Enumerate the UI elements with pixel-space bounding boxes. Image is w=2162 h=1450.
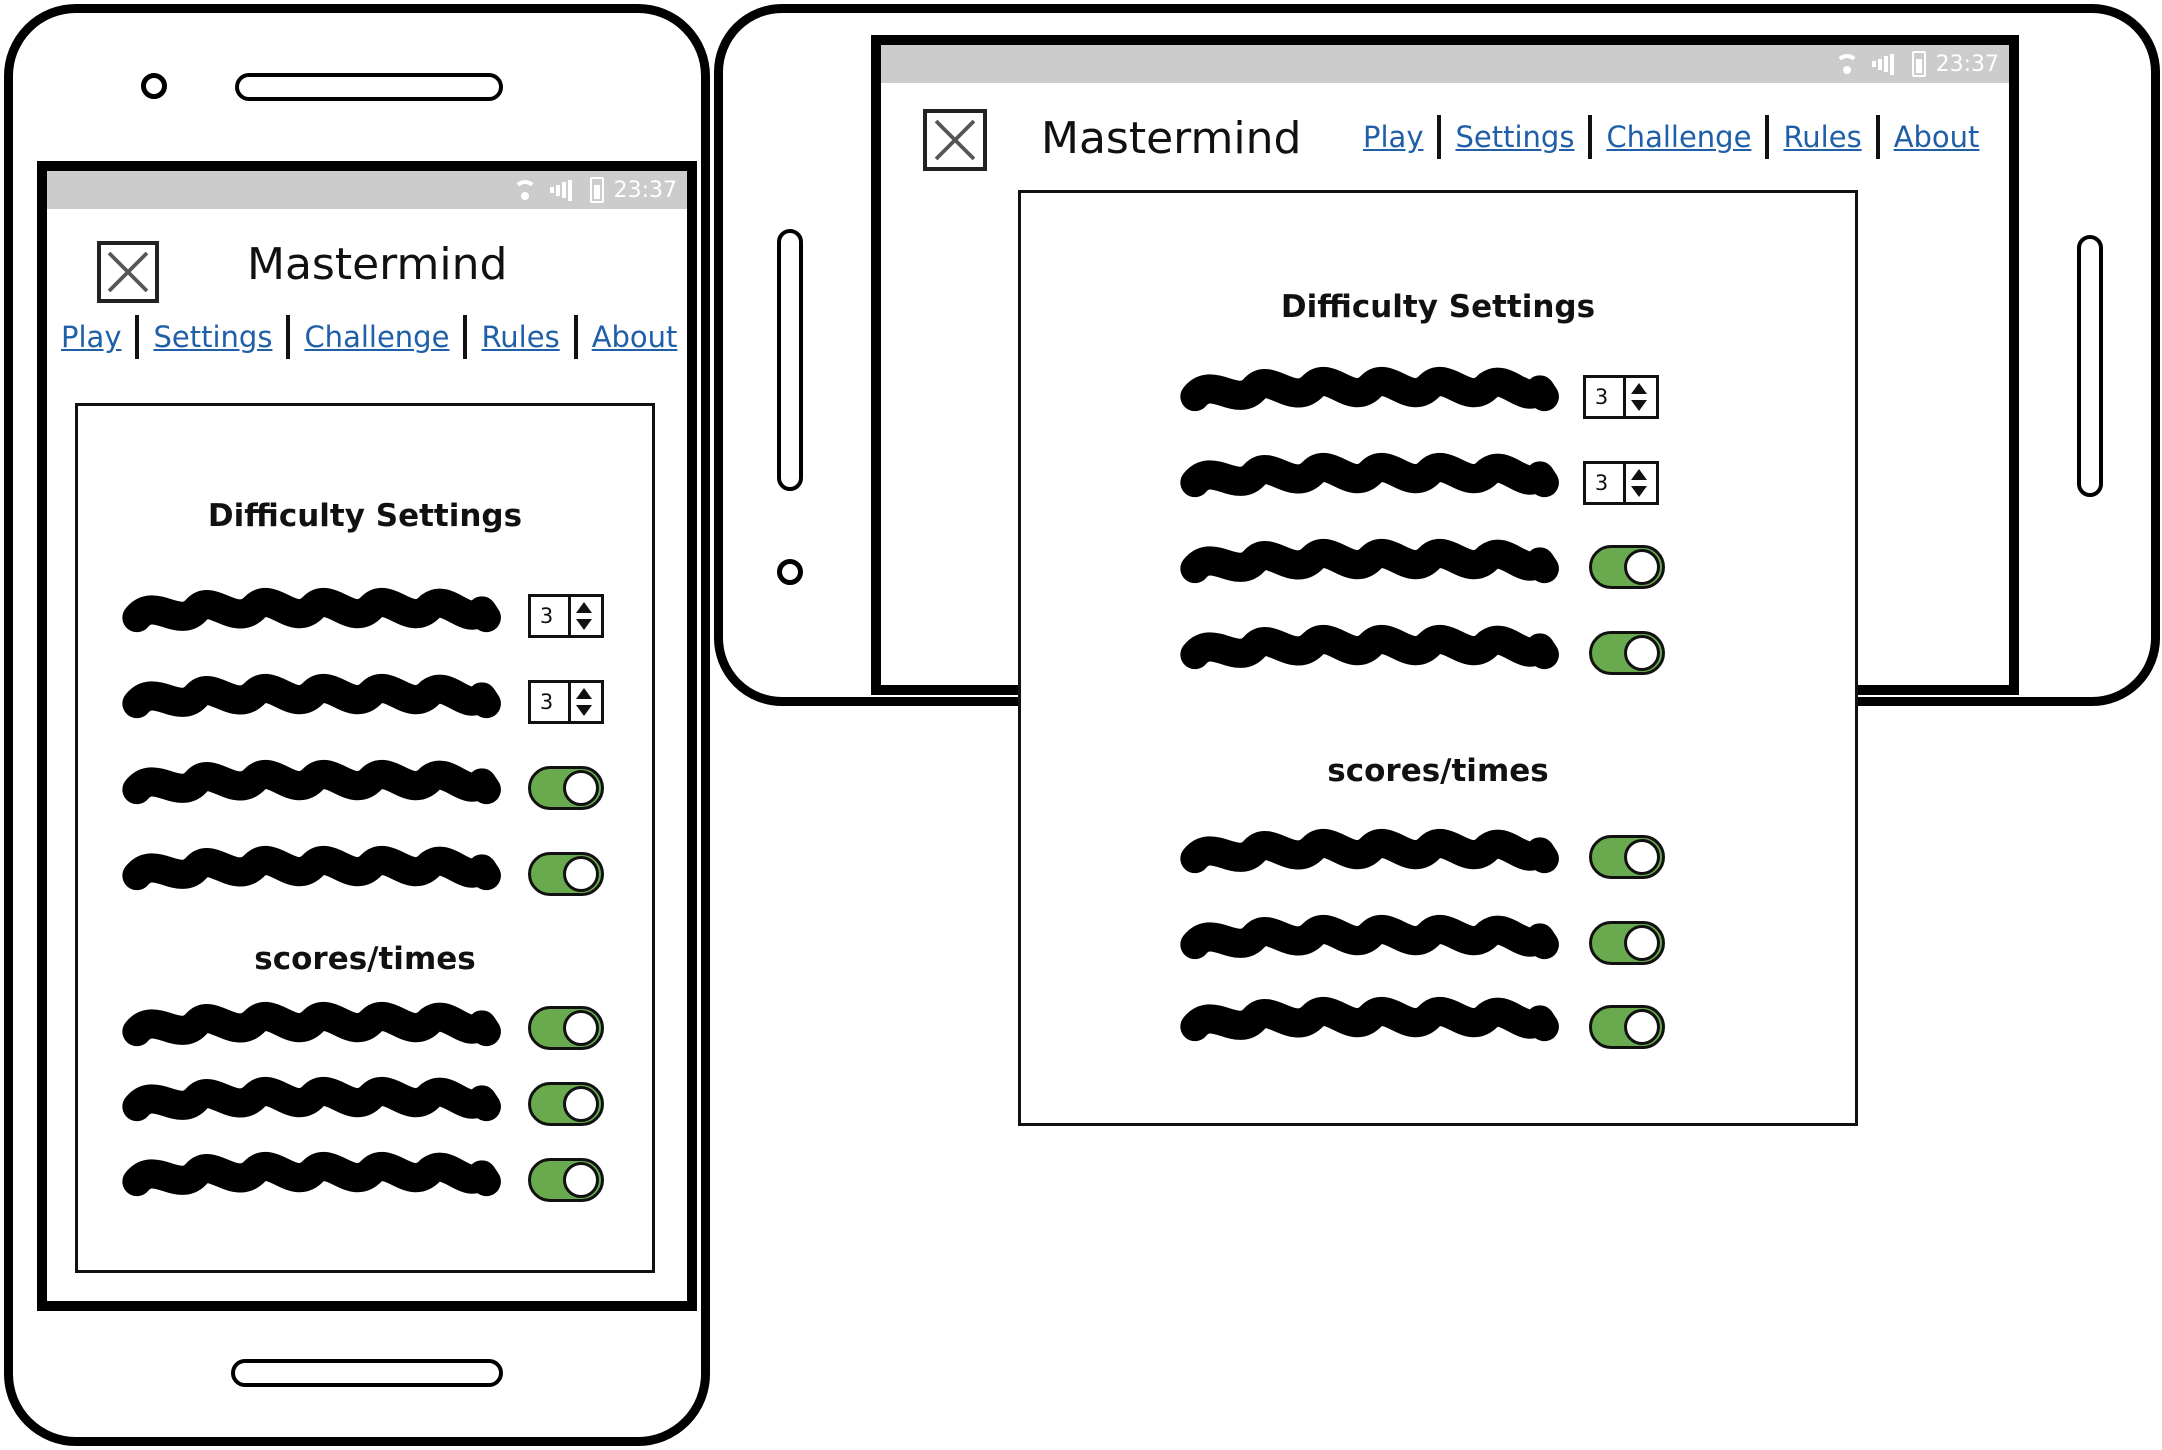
app-title: Mastermind xyxy=(1041,113,1302,164)
stepper-arrows-icon[interactable] xyxy=(1623,464,1656,502)
status-bar: 23:37 xyxy=(881,45,2009,83)
nav-divider xyxy=(1875,115,1880,159)
toggle-knob xyxy=(1624,925,1660,961)
stepper-value: 3 xyxy=(539,604,554,628)
status-bar: 23:37 xyxy=(47,171,687,209)
phone-portrait-frame: 23:37 Mastermind Play Settings Challenge… xyxy=(4,4,710,1446)
scores-toggle-1[interactable] xyxy=(1589,835,1665,879)
earpiece-speaker xyxy=(235,73,503,101)
status-time: 23:37 xyxy=(613,177,677,203)
toggle-knob xyxy=(563,856,599,892)
difficulty-toggle-4[interactable] xyxy=(1589,631,1665,675)
toggle-knob xyxy=(563,1086,599,1122)
setting-label-scribble xyxy=(120,1148,510,1204)
setting-label-scribble xyxy=(120,1073,510,1129)
signal-icon xyxy=(1871,52,1902,76)
difficulty-settings-title: Difficulty Settings xyxy=(207,498,523,534)
setting-label-scribble xyxy=(120,584,510,640)
toggle-knob xyxy=(563,1162,599,1198)
scores-toggle-2[interactable] xyxy=(1589,921,1665,965)
nav-divider xyxy=(463,315,468,359)
portrait-screen: 23:37 Mastermind Play Settings Challenge… xyxy=(37,161,697,1311)
nav-bar: Play Settings Challenge Rules About xyxy=(1363,115,1979,159)
difficulty-stepper-1[interactable]: 3 xyxy=(1583,375,1659,419)
scores-times-title: scores/times xyxy=(254,941,476,977)
nav-link-rules[interactable]: Rules xyxy=(481,320,560,354)
nav-divider xyxy=(573,315,578,359)
nav-link-settings[interactable]: Settings xyxy=(1455,120,1575,154)
nav-link-rules[interactable]: Rules xyxy=(1783,120,1862,154)
nav-divider xyxy=(286,315,291,359)
difficulty-stepper-2[interactable]: 3 xyxy=(1583,461,1659,505)
settings-panel: Difficulty Settings 3 3 scores/times xyxy=(75,403,655,1273)
app-title: Mastermind xyxy=(247,239,508,290)
difficulty-settings-title: Difficulty Settings xyxy=(1280,289,1596,325)
setting-label-scribble xyxy=(120,842,510,898)
nav-link-challenge[interactable]: Challenge xyxy=(1606,120,1752,154)
difficulty-stepper-2[interactable]: 3 xyxy=(528,680,604,724)
setting-label-scribble xyxy=(1177,363,1569,419)
front-camera xyxy=(777,559,803,585)
setting-label-scribble xyxy=(1177,535,1569,591)
stepper-value: 3 xyxy=(1594,385,1609,409)
nav-link-play[interactable]: Play xyxy=(1363,120,1424,154)
scores-toggle-2[interactable] xyxy=(528,1082,604,1126)
nav-link-about[interactable]: About xyxy=(1893,120,1980,154)
toggle-knob xyxy=(1624,549,1660,585)
toggle-knob xyxy=(1624,839,1660,875)
wifi-icon xyxy=(1832,52,1862,76)
settings-panel-landscape: Difficulty Settings 3 3 scores/times xyxy=(1018,190,1858,1126)
placeholder-image-icon xyxy=(97,241,159,303)
setting-label-scribble xyxy=(1177,621,1569,677)
difficulty-toggle-3[interactable] xyxy=(1589,545,1665,589)
toggle-knob xyxy=(563,1010,599,1046)
difficulty-toggle-4[interactable] xyxy=(528,852,604,896)
scores-toggle-3[interactable] xyxy=(1589,1005,1665,1049)
stepper-value: 3 xyxy=(1594,471,1609,495)
side-speaker-right xyxy=(2077,235,2103,497)
home-button-bar xyxy=(231,1359,503,1387)
wifi-icon xyxy=(510,178,540,202)
toggle-knob xyxy=(563,770,599,806)
toggle-knob xyxy=(1624,635,1660,671)
placeholder-image-icon xyxy=(923,109,987,171)
scores-toggle-3[interactable] xyxy=(528,1158,604,1202)
setting-label-scribble xyxy=(120,670,510,726)
stepper-arrows-icon[interactable] xyxy=(568,597,601,635)
setting-label-scribble xyxy=(1177,825,1569,881)
battery-icon xyxy=(1911,51,1926,77)
nav-link-play[interactable]: Play xyxy=(61,320,122,354)
setting-label-scribble xyxy=(1177,993,1569,1049)
battery-icon xyxy=(589,177,604,203)
front-camera xyxy=(141,73,167,99)
status-time: 23:37 xyxy=(1935,51,1999,77)
setting-label-scribble xyxy=(120,756,510,812)
difficulty-toggle-3[interactable] xyxy=(528,766,604,810)
nav-link-settings[interactable]: Settings xyxy=(153,320,273,354)
difficulty-stepper-1[interactable]: 3 xyxy=(528,594,604,638)
setting-label-scribble xyxy=(1177,449,1569,505)
side-speaker-left xyxy=(777,229,803,491)
nav-divider xyxy=(135,315,140,359)
setting-label-scribble xyxy=(1177,911,1569,967)
stepper-arrows-icon[interactable] xyxy=(1623,378,1656,416)
setting-label-scribble xyxy=(120,998,510,1054)
nav-divider xyxy=(1588,115,1593,159)
nav-divider xyxy=(1765,115,1770,159)
nav-link-about[interactable]: About xyxy=(591,320,678,354)
nav-link-challenge[interactable]: Challenge xyxy=(304,320,450,354)
stepper-value: 3 xyxy=(539,690,554,714)
nav-bar: Play Settings Challenge Rules About xyxy=(61,315,677,359)
scores-toggle-1[interactable] xyxy=(528,1006,604,1050)
stepper-arrows-icon[interactable] xyxy=(568,683,601,721)
toggle-knob xyxy=(1624,1009,1660,1045)
signal-icon xyxy=(549,178,580,202)
nav-divider xyxy=(1437,115,1442,159)
scores-times-title: scores/times xyxy=(1327,753,1549,789)
